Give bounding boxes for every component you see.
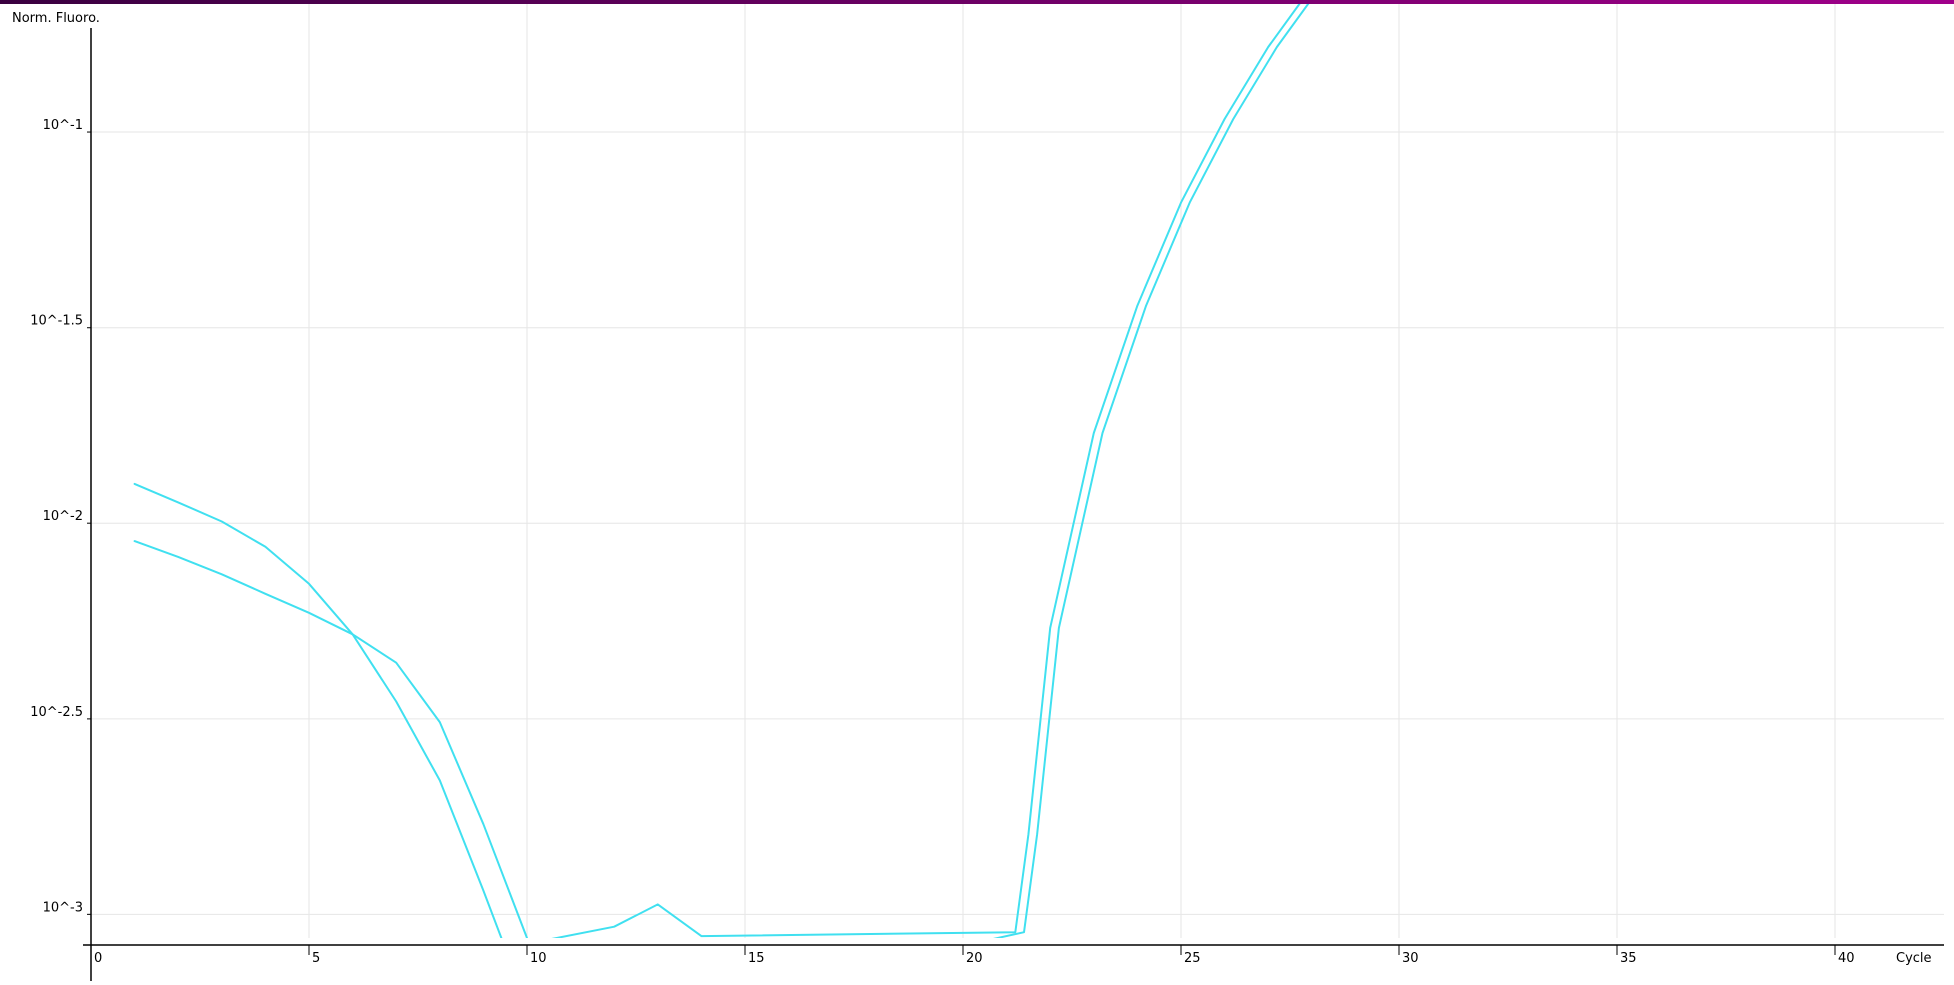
x-tick-label: 25 [1184,951,1201,966]
x-tick-label: 40 [1838,951,1855,966]
y-tick-label: 10^-2.5 [30,705,83,720]
x-axis-label: Cycle [1896,951,1932,966]
y-tick-label: 10^-2 [43,509,83,524]
x-tick-label: 15 [748,951,765,966]
series-line-2 [133,4,1310,938]
tick-labels: 0 5 10 15 20 25 30 35 40 10^-3 10^-2.5 10^-2 10^-1.5… [30,118,1855,966]
y-tick-label: 10^-3 [43,900,83,915]
x-tick-label: 10 [530,951,547,966]
x-tick-label: 0 [94,951,102,966]
x-tick-label: 30 [1402,951,1419,966]
y-tick-label: 10^-1 [43,118,83,133]
axes [83,28,1944,981]
y-axis-label: Norm. Fluoro. [12,11,100,26]
x-tick-label: 20 [966,951,983,966]
x-tick-label: 5 [312,951,320,966]
top-gradient-band [0,0,1954,4]
y-tick-label: 10^-1.5 [30,314,83,329]
x-tick-label: 35 [1620,951,1637,966]
series-lines [133,4,1310,938]
grid [91,4,1944,938]
series-line-1 [133,4,1301,938]
